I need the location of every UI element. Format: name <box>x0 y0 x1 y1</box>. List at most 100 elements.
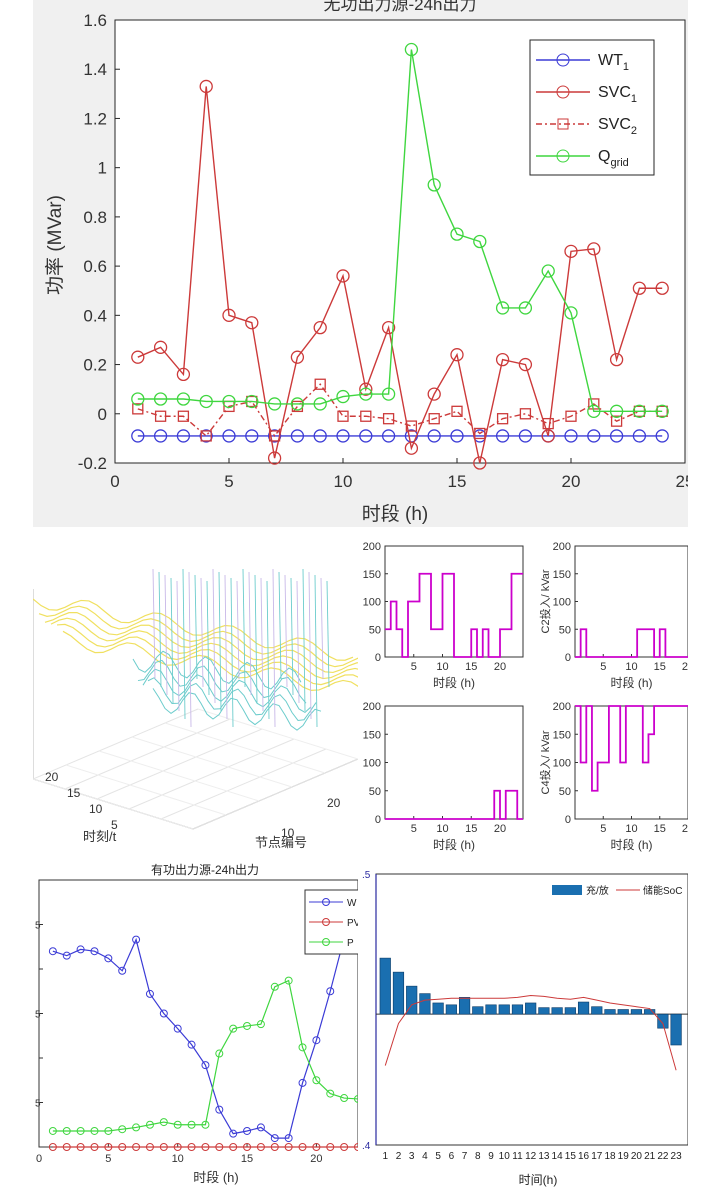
data-point-Qgrid <box>404 42 419 57</box>
mesh-wall <box>182 568 186 720</box>
y-axis-label: 功率 (MVar) <box>44 195 66 295</box>
data-point-PV <box>76 1143 85 1151</box>
x-axis-label: 节点编号 <box>255 835 307 850</box>
x-tick-label: 5 <box>600 661 606 673</box>
mesh-line <box>44 612 358 674</box>
step-series-c4 <box>575 705 688 792</box>
bar <box>617 1009 629 1015</box>
data-point-PV <box>354 1143 358 1151</box>
mesh-line <box>137 659 307 704</box>
data-point-W <box>243 1126 252 1135</box>
mesh-wall <box>320 577 324 680</box>
mesh-line <box>147 677 317 721</box>
data-point-SVC1 <box>450 348 464 362</box>
x-axis-label: 时段 (h) <box>433 675 475 690</box>
y-tick-label: 150 <box>553 569 571 581</box>
plot-area-c2 <box>574 545 688 658</box>
x-tick-label: 0 <box>36 1153 42 1165</box>
step-series-c1 <box>385 572 523 658</box>
data-point-P <box>284 976 293 985</box>
data-point-SVC1 <box>587 242 601 256</box>
legend-marker <box>322 938 330 946</box>
y-tick-label: 0 <box>565 814 571 826</box>
data-point-PV <box>201 1143 210 1151</box>
x-tick-label: 1 <box>382 1151 388 1162</box>
mesh-line <box>62 630 358 692</box>
y-tick-label: 1.2 <box>83 109 107 128</box>
y-tick-label: 5 <box>111 818 118 832</box>
data-point-P <box>256 1020 265 1029</box>
mesh-wall <box>230 577 234 728</box>
data-point-SVC1 <box>176 367 191 382</box>
data-point-SVC1 <box>359 382 373 396</box>
data-point-PV <box>90 1143 99 1151</box>
data-point-Qgrid <box>153 392 168 406</box>
data-point-SVC1 <box>336 269 350 283</box>
data-point-W <box>76 945 85 954</box>
bar <box>630 1009 643 1015</box>
mesh-line <box>152 688 322 731</box>
data-point-W <box>159 1009 168 1018</box>
legend-label-WT1: WT1 <box>598 52 629 73</box>
data-point-SVC1 <box>473 456 487 470</box>
data-point-P <box>118 1125 127 1134</box>
data-point-SVC1 <box>427 387 441 401</box>
x-tick-label: 18 <box>604 1151 616 1162</box>
data-point-W <box>118 966 127 975</box>
y-tick-label: 0.4 <box>83 306 107 325</box>
data-point-W <box>229 1129 238 1138</box>
data-point-SVC1 <box>381 320 396 335</box>
x-tick-label: 5 <box>105 1153 111 1165</box>
bar <box>551 1007 563 1015</box>
data-point-SVC1 <box>313 320 327 335</box>
reactive-power-chart: 无功出力源-24h出力-0.200.20.40.60.811.21.41.60 5… <box>44 0 688 525</box>
x-tick-label: 10 <box>281 826 295 840</box>
mesh-wall <box>278 571 282 680</box>
data-point-W <box>145 989 154 998</box>
bar <box>458 997 471 1015</box>
x-tick-label: 5 <box>411 661 417 673</box>
x-tick-label: 13 <box>538 1151 550 1162</box>
x-tick-label: 15 <box>465 661 477 673</box>
mesh-wall <box>176 580 180 712</box>
data-point-WT1 <box>655 429 669 443</box>
x-tick-label: 22 <box>657 1151 669 1162</box>
data-point-P <box>145 1120 154 1129</box>
grid-line <box>160 748 327 820</box>
grid-line <box>131 736 293 788</box>
x-axis-label: 时段 (h) <box>433 837 475 852</box>
x-tick-label: 2 <box>396 1151 402 1162</box>
y-tick-label: 0 <box>375 652 381 664</box>
x-tick-label: 15 <box>654 823 666 835</box>
data-point-SVC1 <box>404 441 419 455</box>
y-tick-label: 20 <box>45 770 59 784</box>
bar <box>432 1002 444 1015</box>
data-point-W <box>298 1078 307 1087</box>
data-point-W <box>173 1024 182 1033</box>
legend-label: 充/放 <box>586 884 609 897</box>
data-point-WT1 <box>176 429 191 443</box>
y-tick-label: 50 <box>559 624 571 636</box>
data-point-SVC2 <box>542 417 554 430</box>
grid-line <box>98 750 260 802</box>
mesh-wall <box>266 580 270 720</box>
y-tick-label: 0 <box>565 652 571 664</box>
data-point-SVC2 <box>451 405 463 417</box>
data-point-WT1 <box>495 429 510 443</box>
step-series-c2 <box>575 628 688 658</box>
y-tick-label: 200 <box>553 701 571 713</box>
mesh-wall <box>308 571 312 720</box>
data-point-SVC1 <box>290 350 305 364</box>
data-point-Qgrid <box>518 301 533 315</box>
data-point-P <box>340 1094 349 1103</box>
mesh-wall <box>194 574 198 680</box>
x-tick-label: 19 <box>618 1151 630 1162</box>
data-point-Qgrid <box>655 404 669 418</box>
data-point-WT1 <box>222 429 236 443</box>
mesh-wall <box>254 574 258 704</box>
data-point-PV <box>104 1143 113 1151</box>
data-point-Qgrid <box>450 227 464 241</box>
data-point-PV <box>215 1143 224 1151</box>
legend-label: PV <box>347 918 358 929</box>
grid-line <box>164 722 326 774</box>
